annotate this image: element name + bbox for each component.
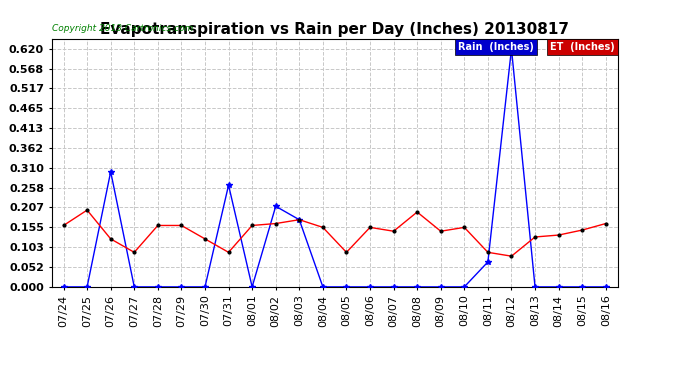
- Title: Evapotranspiration vs Rain per Day (Inches) 20130817: Evapotranspiration vs Rain per Day (Inch…: [100, 22, 569, 37]
- Text: Copyright 2013 Cartronics.com: Copyright 2013 Cartronics.com: [52, 24, 193, 33]
- Text: ET  (Inches): ET (Inches): [550, 42, 615, 52]
- Text: Rain  (Inches): Rain (Inches): [458, 42, 533, 52]
